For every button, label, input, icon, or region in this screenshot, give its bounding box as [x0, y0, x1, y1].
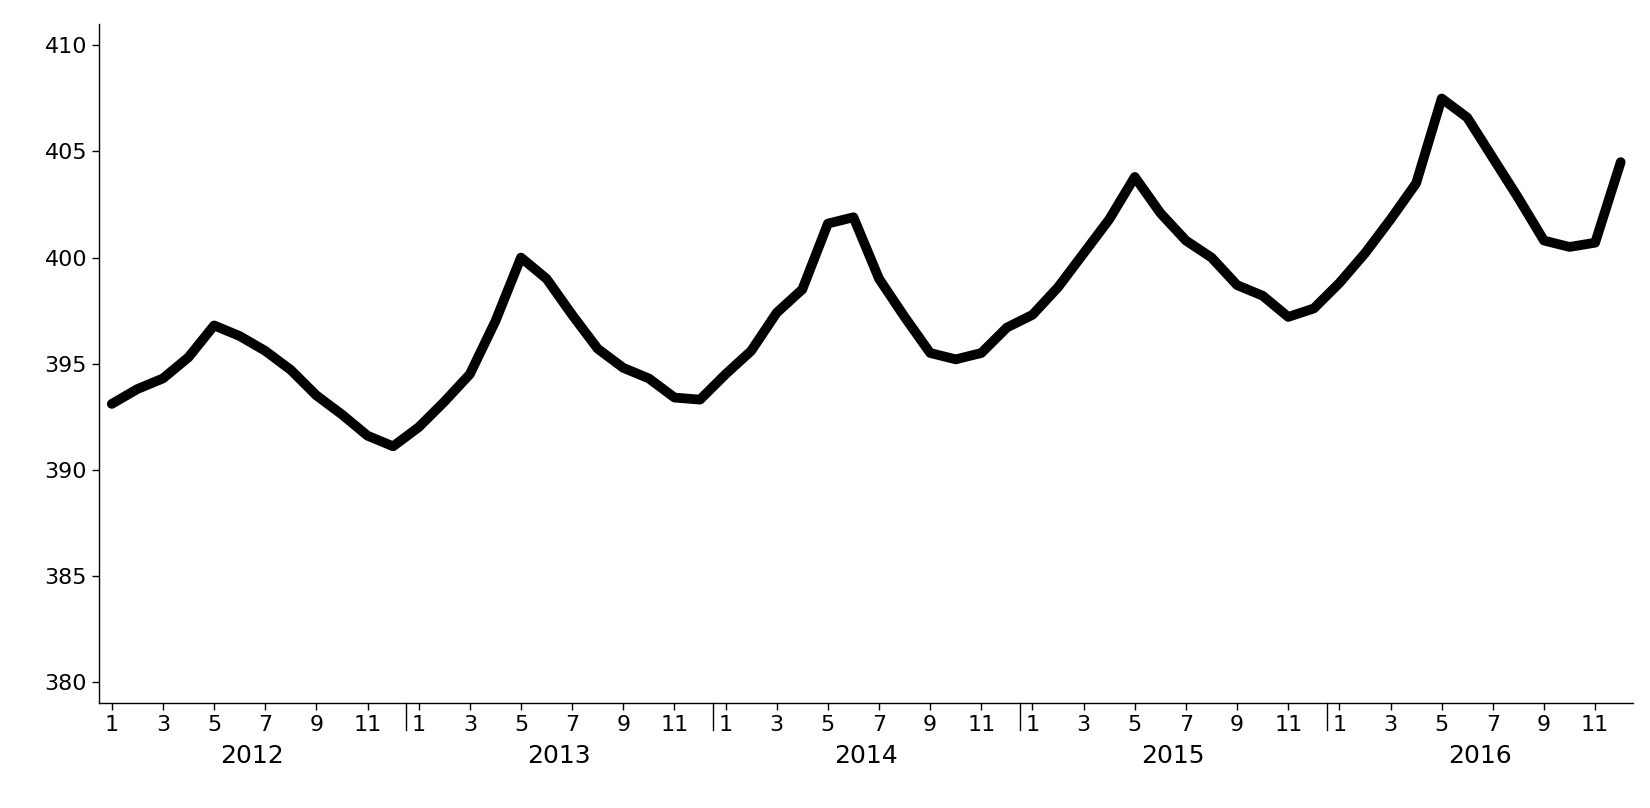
Text: 2013: 2013: [528, 743, 591, 768]
Text: 2012: 2012: [221, 743, 284, 768]
Text: 2016: 2016: [1449, 743, 1511, 768]
Text: 2015: 2015: [1142, 743, 1204, 768]
Text: 2014: 2014: [835, 743, 898, 768]
